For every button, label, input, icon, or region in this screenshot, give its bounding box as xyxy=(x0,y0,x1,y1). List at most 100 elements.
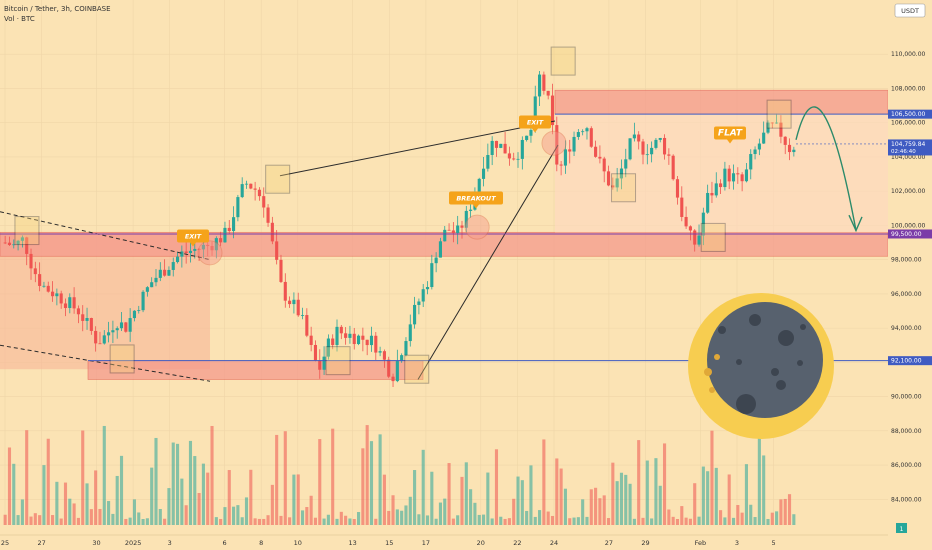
volume-bar xyxy=(451,518,455,525)
candle-body xyxy=(404,341,408,356)
x-tick-label: 2025 xyxy=(125,539,142,547)
marker-square xyxy=(404,354,430,384)
volume-label: Vol · BTC xyxy=(4,15,35,23)
volume-bar xyxy=(119,455,124,525)
annotation-pointer xyxy=(473,204,479,209)
y-tick-label: 88,000.00 xyxy=(891,428,922,435)
volume-bar xyxy=(675,518,680,525)
volume-bar xyxy=(223,507,227,525)
volume-bar xyxy=(775,511,779,525)
candle-body xyxy=(331,338,335,346)
volume-bar xyxy=(400,510,404,525)
candle-body xyxy=(210,246,214,251)
volume-bar xyxy=(357,512,361,525)
volume-bar xyxy=(443,498,447,525)
x-tick-label: 10 xyxy=(294,539,302,547)
candle-body xyxy=(296,299,300,316)
candle-body xyxy=(425,287,430,290)
candle-body xyxy=(469,209,473,211)
volume-bar xyxy=(749,504,753,525)
candle-body xyxy=(158,269,162,278)
volume-bar xyxy=(313,517,318,525)
candle-body xyxy=(723,168,727,188)
volume-bar xyxy=(628,483,632,525)
volume-bar xyxy=(779,499,783,525)
annotation-label: EXIT xyxy=(177,229,209,247)
volume-bar xyxy=(550,515,555,525)
annotation-label: BREAKOUT xyxy=(449,191,503,209)
volume-bar xyxy=(150,467,154,525)
candle-body xyxy=(240,184,244,198)
volume-bar xyxy=(684,517,688,525)
candle-body xyxy=(598,156,602,159)
candle-body xyxy=(115,328,119,331)
candle-body xyxy=(382,351,386,360)
candle-body xyxy=(279,259,283,282)
volume-bar xyxy=(581,499,585,525)
y-tick-label: 100,000.00 xyxy=(891,222,926,229)
marker-square xyxy=(14,216,40,246)
volume-bar xyxy=(430,471,434,525)
candle-body xyxy=(486,154,490,169)
candle-body xyxy=(602,158,606,172)
candle-body xyxy=(585,128,589,132)
time-axis: 25 27 30 2025 3 6 8 10 13 15 17 20 22 24 27 29 Feb 3 5 xyxy=(0,534,888,547)
candle-body xyxy=(223,227,227,243)
moon-crater xyxy=(771,368,779,376)
candle-body xyxy=(645,154,649,156)
volume-bar xyxy=(697,516,701,525)
price-tag-99500-text: 99,500.00 xyxy=(891,231,922,238)
volume-bar xyxy=(434,518,438,525)
candle-body xyxy=(288,300,292,305)
volume-bar xyxy=(438,502,442,525)
candle-body xyxy=(481,168,486,179)
candle-body xyxy=(563,149,567,166)
candle-body xyxy=(619,168,624,179)
candle-body xyxy=(792,149,796,153)
volume-bar xyxy=(249,469,253,525)
volume-bar xyxy=(538,510,542,525)
volume-bar xyxy=(706,471,710,525)
candle-body xyxy=(262,196,266,208)
volume-bar xyxy=(693,483,697,525)
candle-body xyxy=(107,332,111,336)
candle-body xyxy=(3,242,7,244)
candle-body xyxy=(305,315,309,336)
volume-bar xyxy=(94,470,98,525)
candle-body xyxy=(89,318,93,331)
moon-crater xyxy=(776,380,786,390)
volume-bar xyxy=(63,482,68,525)
volume-bar xyxy=(469,489,473,525)
volume-bar xyxy=(486,472,490,525)
volume-bar xyxy=(641,517,645,525)
candle-body xyxy=(451,230,455,234)
y-tick-label: 84,000.00 xyxy=(891,496,922,503)
price-tag-106500 xyxy=(888,109,932,119)
volume-bar xyxy=(503,518,507,525)
candle-body xyxy=(193,248,197,251)
candle-body xyxy=(266,207,270,223)
volume-bar xyxy=(20,499,24,525)
volume-bar xyxy=(275,434,279,525)
x-tick-label: Feb xyxy=(695,539,707,547)
candle-body xyxy=(753,149,757,155)
candle-body xyxy=(391,376,395,382)
volume-bar xyxy=(12,463,16,525)
volume-bar xyxy=(339,511,343,525)
candle-body xyxy=(499,143,503,148)
volume-bar xyxy=(757,435,761,525)
volume-bar xyxy=(727,474,731,525)
candle-body xyxy=(447,229,451,231)
rising-trendline-bottom xyxy=(417,144,559,380)
price-axis: 84,000.0086,000.0088,000.0090,000.0092,0… xyxy=(888,0,932,550)
volume-bar xyxy=(481,514,486,525)
descending-channel-bottom xyxy=(0,344,211,382)
volume-bar xyxy=(38,515,42,525)
volume-bar xyxy=(606,518,611,525)
candle-body xyxy=(632,134,636,139)
volume-bar xyxy=(236,505,240,525)
candle-body xyxy=(667,154,671,156)
candle-body xyxy=(378,351,382,353)
volume-bar xyxy=(382,474,386,525)
